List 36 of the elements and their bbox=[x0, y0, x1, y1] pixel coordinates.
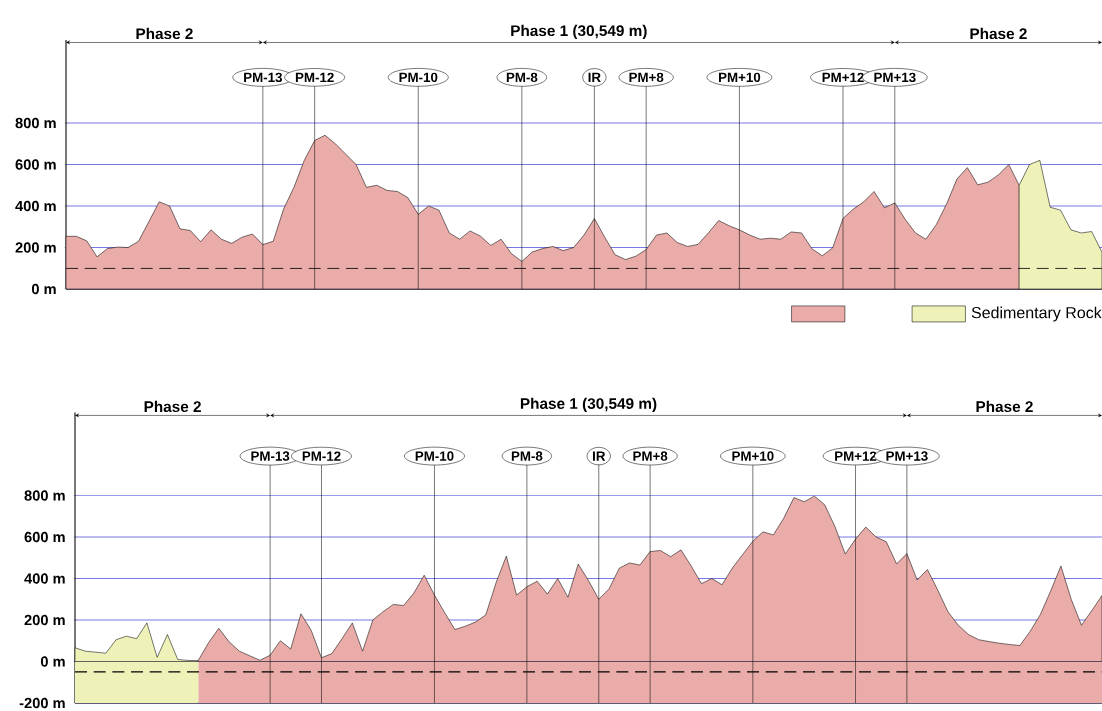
y-tick-label: 200 m bbox=[24, 614, 65, 626]
x-tick-label: PM-13 bbox=[251, 451, 290, 461]
y-tick-label: 200 m bbox=[15, 242, 56, 253]
x-tick-label: PM-12 bbox=[302, 451, 341, 461]
x-tick-label: PM-13 bbox=[244, 72, 282, 83]
y-tick-label: 800 m bbox=[15, 117, 56, 129]
y-tick-label: 800 m bbox=[24, 490, 65, 501]
y-tick-label: -200 m bbox=[19, 697, 65, 709]
x-tick-label: PM+8 bbox=[629, 72, 664, 83]
y-tick-label: 600 m bbox=[24, 531, 65, 543]
x-tick-label: PM-8 bbox=[511, 451, 543, 461]
text: Phase 1 (30,549 m) bbox=[511, 24, 647, 40]
x-tick-label: PM-8 bbox=[506, 72, 538, 83]
x-tick-label: PM+12 bbox=[835, 451, 877, 461]
x-tick-label: PM-12 bbox=[295, 72, 334, 83]
legend-label: Sedimentary Rock bbox=[971, 306, 1102, 322]
x-tick-label: PM+10 bbox=[732, 451, 774, 461]
y-tick-label: 400 m bbox=[24, 573, 65, 584]
x-tick-label: IR bbox=[588, 72, 601, 82]
x-tick-label: PM+13 bbox=[886, 451, 928, 461]
x-tick-label: PM-10 bbox=[399, 72, 438, 83]
y-tick-label: 600 m bbox=[15, 159, 56, 170]
text: Phase 2 bbox=[976, 400, 1033, 413]
text: Phase 2 bbox=[144, 400, 201, 413]
x-tick-label: IR bbox=[593, 451, 606, 461]
text: Phase 2 bbox=[970, 27, 1027, 40]
x-tick-label: PM+8 bbox=[633, 451, 668, 461]
x-tick-label: PM+13 bbox=[874, 72, 916, 83]
text: Phase 1 (30,549 m) bbox=[520, 397, 657, 413]
y-tick-label: 0 m bbox=[40, 656, 65, 667]
text: Phase 2 bbox=[136, 27, 193, 40]
x-tick-label: PM-10 bbox=[415, 451, 454, 461]
x-tick-label: PM+12 bbox=[822, 72, 864, 83]
y-tick-label: 0 m bbox=[31, 283, 56, 295]
x-tick-label: PM+10 bbox=[719, 72, 761, 83]
y-tick-label: 400 m bbox=[15, 200, 56, 212]
